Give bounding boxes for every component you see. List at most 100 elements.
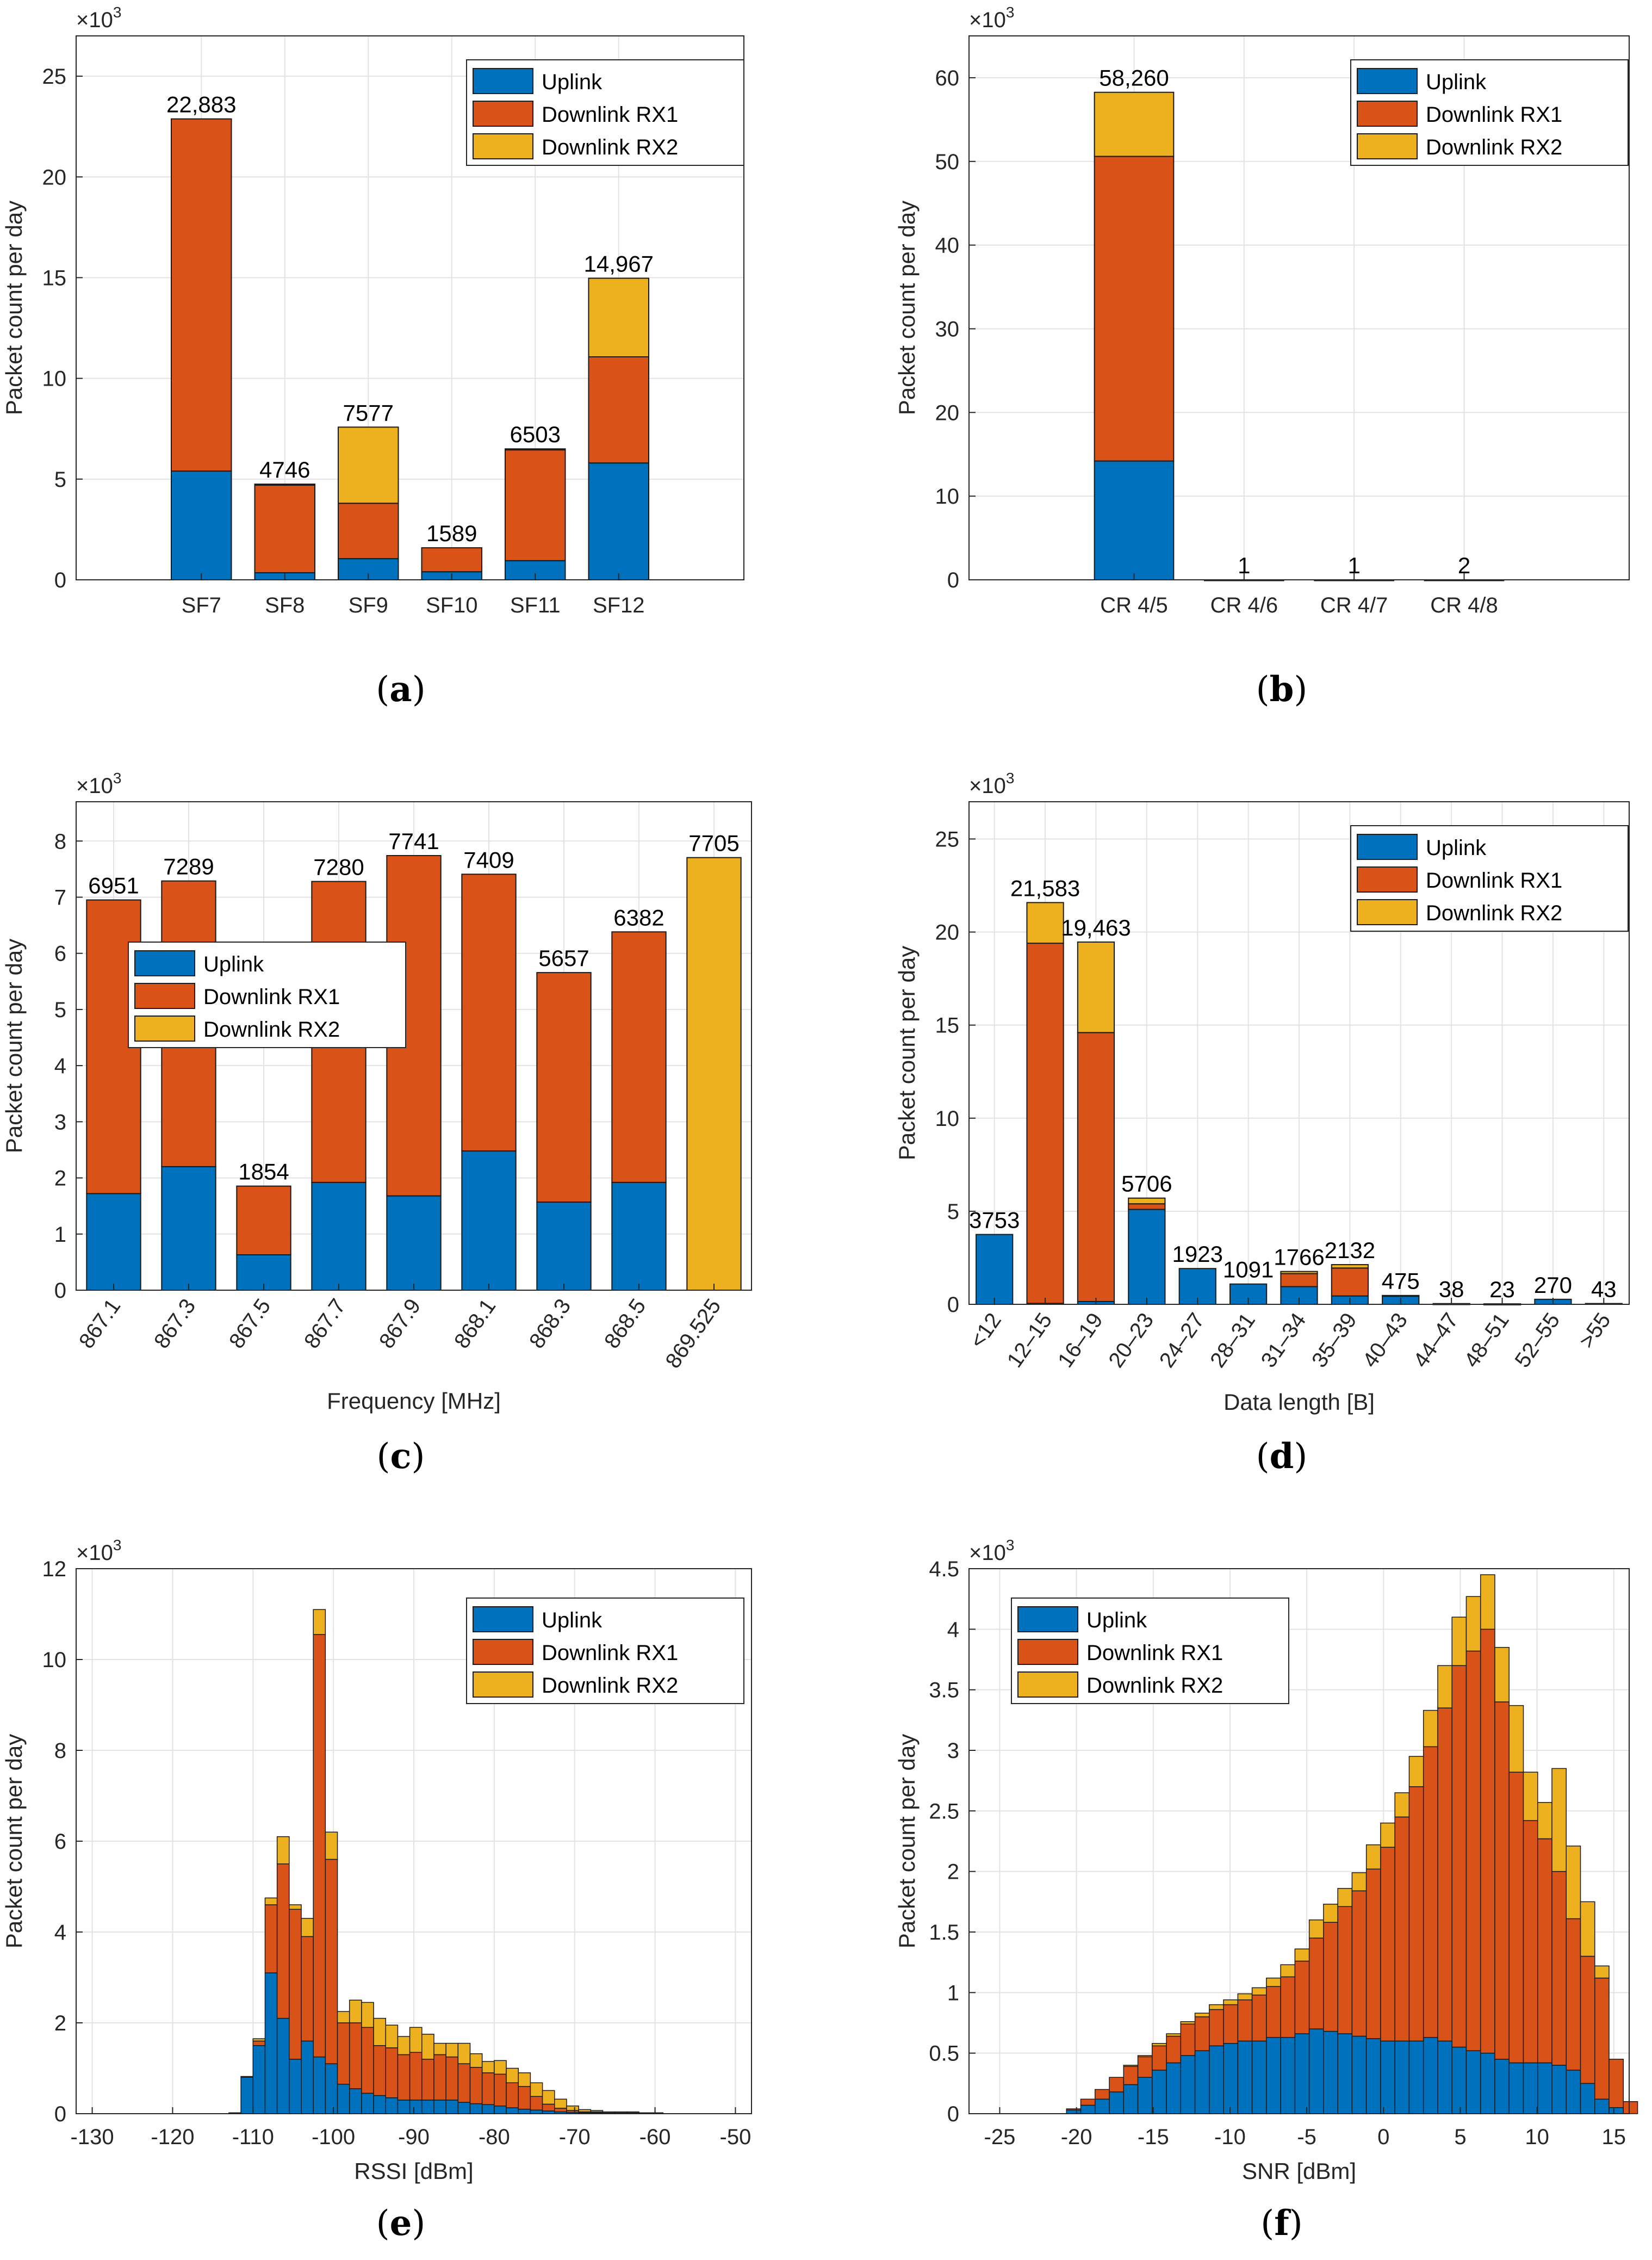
x-tick-label: SF8 [265, 593, 305, 617]
legend-entry: Downlink RX1 [203, 985, 340, 1009]
bar-uplink [1128, 1209, 1166, 1305]
legend: Uplink Downlink RX1 Downlink RX2 [128, 942, 406, 1048]
x-tick-label: -70 [559, 2125, 591, 2149]
hist-bin-rx2 [1152, 2043, 1167, 2047]
data-label: 22,883 [166, 91, 236, 117]
hist-bin-rx2 [481, 2061, 495, 2073]
hist-bin-rx2 [1180, 2021, 1196, 2024]
hist-bin-uplink [1566, 2070, 1581, 2114]
y-tick-label: 20 [935, 921, 960, 945]
hist-bin-rx2 [518, 2072, 531, 2087]
bar-uplink [976, 1234, 1014, 1305]
hist-bin-rx2 [1480, 1574, 1495, 1630]
hist-bin-rx1 [337, 2022, 350, 2085]
axis-multiplier: ×103 [76, 770, 121, 798]
hist-bin-uplink [397, 2100, 411, 2114]
y-tick-label: 5 [54, 998, 66, 1022]
legend-entry: Downlink RX2 [1426, 135, 1562, 159]
legend-swatch-rx1 [1017, 1639, 1078, 1665]
data-label: 270 [1534, 1272, 1572, 1298]
hist-bin-rx1 [276, 1863, 290, 2019]
axis-multiplier-exponent: 3 [113, 4, 122, 21]
hist-bin-rx1 [1451, 1665, 1467, 2048]
bar-rx2 [1280, 1271, 1318, 1274]
hist-bin-uplink [1508, 2062, 1524, 2114]
data-label: 7741 [388, 828, 439, 854]
hist-bin-rx2 [578, 2109, 592, 2113]
hist-bin-rx2 [469, 2053, 483, 2068]
hist-bin-rx2 [1408, 1756, 1424, 1787]
x-tick-label: 48–51 [1460, 1309, 1514, 1372]
hist-bin-uplink [264, 1972, 278, 2114]
y-tick-label: 50 [935, 150, 960, 174]
x-tick-label: -25 [984, 2125, 1016, 2149]
hist-bin-uplink [1294, 2033, 1310, 2114]
hist-bin-rx2 [1123, 2065, 1139, 2067]
data-label: 21,583 [1010, 875, 1080, 901]
hist-bin-rx1 [1180, 2023, 1196, 2056]
legend-swatch-rx1 [1357, 866, 1418, 893]
hist-bin-rx2 [409, 2027, 423, 2053]
hist-bin-uplink [1137, 2077, 1153, 2114]
bar-rx2 [686, 857, 742, 1291]
legend: Uplink Downlink RX1 Downlink RX2 [1011, 1598, 1289, 1704]
caption-f: (f) [1260, 2203, 1303, 2244]
hist-bin-rx1 [1337, 1906, 1353, 2034]
hist-bin-uplink [506, 2107, 519, 2114]
hist-bin-rx1 [1280, 1976, 1296, 2038]
y-tick-label: 3 [947, 1739, 959, 1763]
hist-bin-uplink [1194, 2050, 1210, 2114]
hist-bin-rx1 [397, 2054, 411, 2101]
hist-bin-uplink [1537, 2062, 1552, 2114]
hist-bin-rx1 [1095, 2089, 1110, 2100]
x-tick-label: 868.5 [600, 1295, 650, 1353]
legend-swatch-rx2 [1357, 133, 1418, 159]
bar-rx2 [1128, 1197, 1166, 1205]
hist-bin-rx2 [385, 2024, 399, 2048]
hist-bin-rx2 [349, 1999, 362, 2023]
axis-multiplier: ×103 [969, 1537, 1014, 1565]
axis-multiplier-exponent: 3 [1006, 770, 1015, 787]
hist-bin-uplink [1451, 2046, 1467, 2114]
axis-multiplier: ×103 [969, 4, 1014, 32]
legend: Uplink Downlink RX1 Downlink RX2 [1350, 825, 1629, 932]
y-tick-label: 10 [42, 1648, 67, 1672]
hist-bin-rx1 [1152, 2045, 1167, 2071]
hist-bin-rx2 [1308, 1919, 1324, 1939]
hist-bin-rx1 [1508, 1772, 1524, 2064]
hist-bin-uplink [337, 2083, 350, 2114]
hist-bin-uplink [421, 2100, 434, 2114]
legend-entry: Downlink RX1 [542, 103, 678, 127]
hist-bin-rx1 [1194, 2016, 1210, 2051]
y-tick-label: 25 [935, 827, 960, 851]
y-tick-label: 3 [54, 1110, 66, 1134]
legend-swatch-uplink [473, 1606, 533, 1632]
legend-entry: Downlink RX2 [542, 135, 678, 159]
bar-rx2 [1094, 91, 1175, 157]
y-tick-label: 10 [935, 1107, 960, 1131]
legend-swatch-rx1 [473, 101, 533, 127]
hist-bin-uplink [1594, 2098, 1610, 2114]
hist-bin-rx2 [1494, 1646, 1510, 1702]
bar-rx1 [337, 503, 399, 560]
hist-bin-rx1 [1423, 1746, 1438, 2038]
y-tick-label: 7 [54, 886, 66, 909]
data-label: 7409 [463, 847, 514, 872]
data-label: 3753 [969, 1208, 1020, 1233]
data-label: 6951 [88, 873, 139, 899]
data-label: 2132 [1325, 1237, 1375, 1263]
hist-bin-uplink [1280, 2036, 1296, 2114]
hist-bin-rx2 [1351, 1872, 1367, 1892]
hist-bin-uplink [301, 2040, 314, 2114]
data-label: 1923 [1172, 1241, 1223, 1267]
data-label: 14,967 [584, 251, 654, 277]
hist-bin-rx1 [1266, 1986, 1281, 2038]
y-tick-label: 10 [42, 367, 67, 391]
hist-bin-rx2 [1380, 1822, 1395, 1848]
axis-multiplier-exponent: 3 [113, 770, 122, 787]
hist-bin-rx2 [1423, 1710, 1438, 1748]
legend-swatch-rx2 [473, 133, 533, 159]
hist-bin-uplink [1380, 2040, 1395, 2114]
hist-bin-rx1 [445, 2056, 459, 2101]
hist-bin-rx2 [264, 1897, 278, 1905]
